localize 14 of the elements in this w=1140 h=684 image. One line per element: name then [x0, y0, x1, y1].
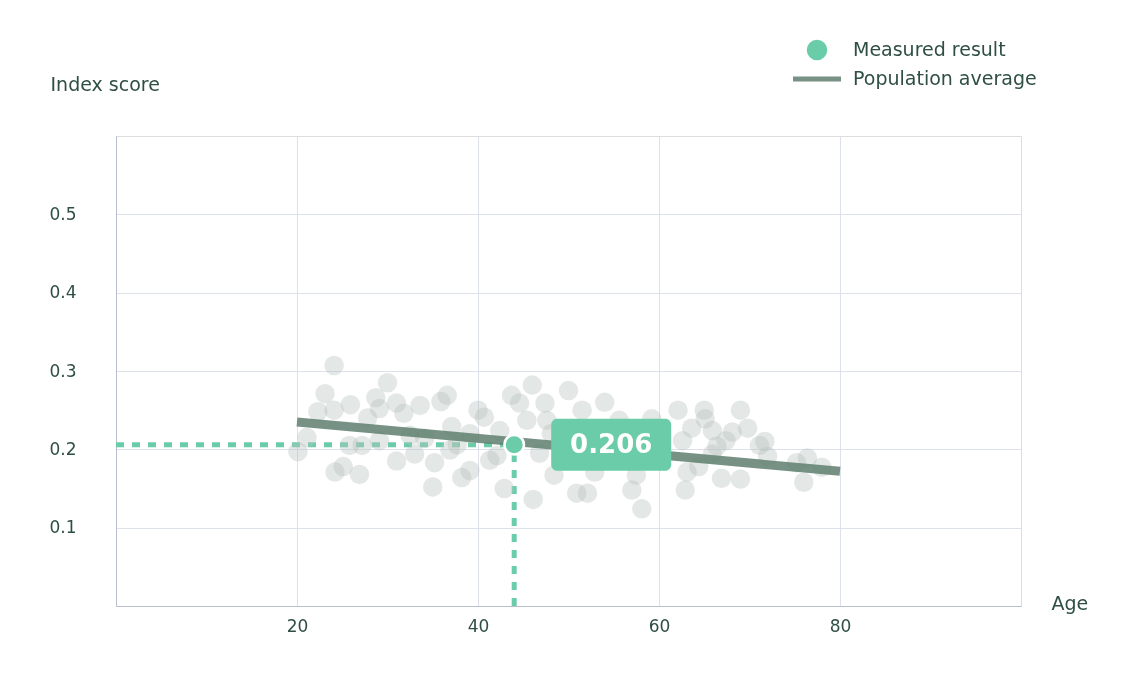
- x-axis-title: Age: [1051, 591, 1089, 614]
- y-tick-label: 0.5: [49, 203, 77, 224]
- legend-label: Population average: [853, 67, 1037, 89]
- x-tick-label: 80: [829, 615, 852, 636]
- y-tick-label: 0.1: [49, 517, 77, 538]
- legend-label: Measured result: [853, 38, 1006, 60]
- y-tick-label: 0.4: [49, 282, 77, 303]
- x-tick-label: 60: [648, 615, 671, 636]
- annotation: 0.206: [570, 428, 653, 459]
- x-tick-label: 40: [467, 615, 490, 636]
- y-tick-label: 0.3: [49, 360, 77, 381]
- x-tick-label: 20: [286, 615, 309, 636]
- y-axis-title: Index score: [50, 72, 160, 95]
- y-tick-label: 0.2: [49, 438, 77, 459]
